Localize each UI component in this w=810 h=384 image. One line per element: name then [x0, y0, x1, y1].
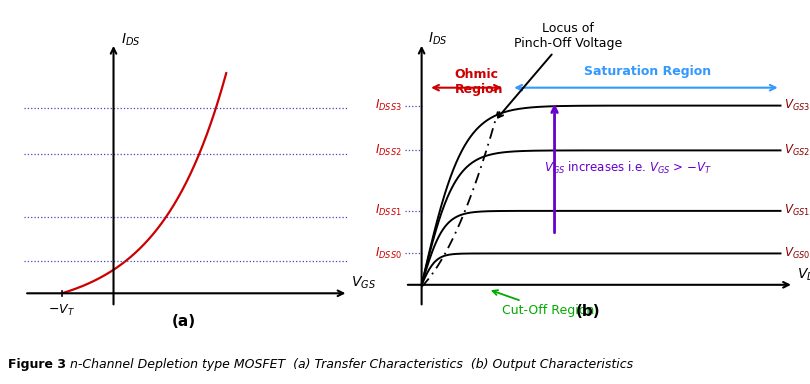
Text: $V_{DS}$: $V_{DS}$ — [797, 266, 810, 283]
Text: $I_{DSS2}$: $I_{DSS2}$ — [375, 143, 402, 158]
Text: $V_{GS3}$: $V_{GS3}$ — [784, 98, 810, 113]
Text: $I_{DSS1}$: $I_{DSS1}$ — [375, 204, 402, 218]
Text: (a): (a) — [172, 314, 196, 329]
Text: $-V_T$: $-V_T$ — [49, 303, 75, 318]
Text: n-Channel Depletion type MOSFET  (a) Transfer Characteristics  (b) Output Charac: n-Channel Depletion type MOSFET (a) Tran… — [58, 358, 633, 371]
Text: Ohmic
Region: Ohmic Region — [455, 68, 503, 96]
Text: $I_{DSS3}$: $I_{DSS3}$ — [375, 98, 402, 113]
Text: Saturation Region: Saturation Region — [584, 65, 711, 78]
Text: $I_{DS}$: $I_{DS}$ — [121, 31, 140, 48]
Text: $V_{GS2}$: $V_{GS2}$ — [784, 143, 810, 158]
Text: $I_{DS}$: $I_{DS}$ — [428, 31, 448, 47]
Text: (b): (b) — [575, 304, 600, 319]
Text: Locus of
Pinch-Off Voltage: Locus of Pinch-Off Voltage — [498, 22, 622, 118]
Text: Figure 3: Figure 3 — [8, 358, 66, 371]
Text: $V_{GS0}$: $V_{GS0}$ — [784, 246, 810, 261]
Text: $V_{GS}$: $V_{GS}$ — [351, 275, 376, 291]
Text: $I_{DSS0}$: $I_{DSS0}$ — [375, 246, 402, 261]
Text: $V_{GS}$ increases i.e. $V_{GS}$ > $-V_T$: $V_{GS}$ increases i.e. $V_{GS}$ > $-V_T… — [544, 160, 711, 176]
Text: $V_{GS1}$: $V_{GS1}$ — [784, 204, 810, 218]
Text: Cut-Off Region: Cut-Off Region — [492, 290, 594, 317]
